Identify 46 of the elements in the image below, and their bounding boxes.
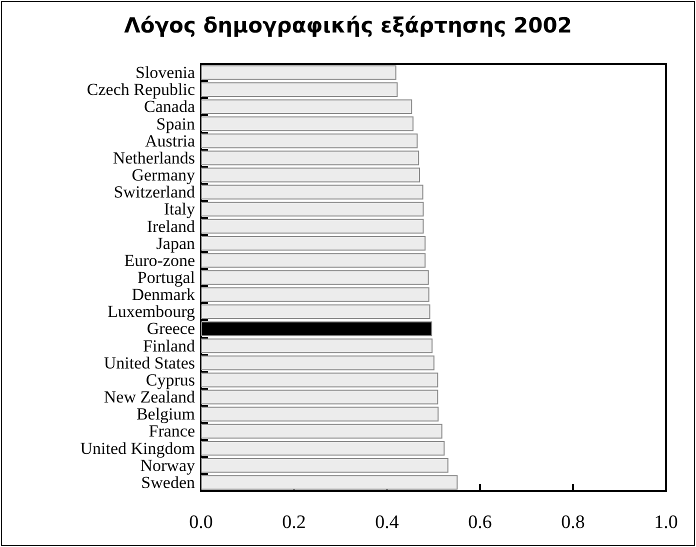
bar	[201, 218, 424, 234]
bar	[201, 304, 430, 320]
bar	[201, 287, 430, 302]
bar	[201, 82, 398, 97]
y-tick-label: Japan	[156, 234, 196, 253]
bar	[201, 236, 426, 251]
bar	[201, 134, 418, 148]
bar	[201, 168, 420, 182]
x-tick-label: 1.0	[654, 512, 678, 533]
chart-title: Λόγος δημογραφικής εξάρτησης 2002	[124, 14, 572, 38]
bar	[201, 372, 438, 388]
y-tick-label: Netherlands	[112, 148, 195, 168]
bar	[201, 406, 439, 422]
y-tick-label: Germany	[132, 166, 196, 185]
y-tick-label: United States	[104, 353, 195, 372]
bar	[201, 99, 412, 114]
y-tick-label: Czech Republic	[86, 80, 196, 100]
x-tick-label: 0.8	[561, 512, 585, 533]
y-tick-label: Finland	[143, 336, 196, 356]
bar	[201, 270, 429, 285]
x-tick-label: 0.0	[189, 512, 213, 533]
y-tick-label: Spain	[156, 114, 196, 134]
y-tick-label: United Kingdom	[80, 438, 195, 458]
x-tick-label: 0.2	[282, 512, 306, 533]
y-tick-label: Cyprus	[146, 370, 195, 390]
y-tick-label: Belgium	[136, 404, 195, 424]
bar	[201, 202, 424, 217]
bar	[201, 458, 448, 473]
bar	[201, 475, 458, 490]
bar	[201, 116, 414, 132]
y-tick-label: Slovenia	[136, 63, 196, 82]
bar	[201, 356, 434, 370]
bar	[201, 184, 424, 200]
bar	[201, 253, 426, 268]
y-tick-label: Italy	[164, 200, 196, 219]
bar	[201, 65, 396, 80]
bar	[201, 150, 420, 166]
x-tick-label: 0.4	[375, 512, 400, 533]
bar	[201, 321, 432, 336]
bar	[201, 440, 445, 456]
y-tick-label: Luxembourg	[107, 302, 196, 322]
bar	[201, 424, 442, 439]
bar	[201, 390, 438, 404]
x-tick-label: 0.6	[468, 512, 492, 533]
bar	[201, 338, 433, 354]
y-tick-label: Portugal	[137, 268, 196, 287]
